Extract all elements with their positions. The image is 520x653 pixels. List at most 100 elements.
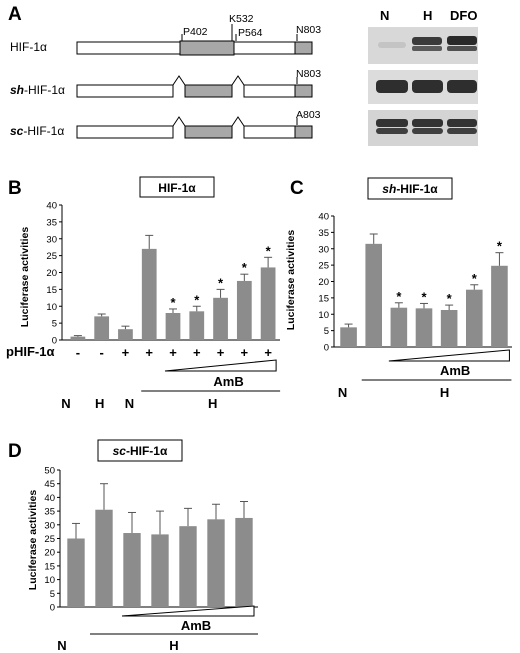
chart-b-bar xyxy=(189,311,205,340)
chart-d-y-tick-label: 15 xyxy=(44,561,55,572)
chart-b-y-tick-label: 10 xyxy=(46,302,57,313)
chart-c-bar xyxy=(340,327,357,347)
construct-name: -HIF-1α xyxy=(24,83,65,97)
chart-c-amb-wedge xyxy=(388,349,510,362)
deletion-junction xyxy=(231,116,245,127)
chart-d-y-tick-label: 40 xyxy=(44,493,55,504)
chart-b-annotations: - - + + + + + + + AmB N H N H xyxy=(61,345,281,411)
chart-c-wedge-label: AmB xyxy=(440,363,470,378)
chart-c-significance-star: * xyxy=(421,289,427,304)
chart-b-significance-star: * xyxy=(218,275,224,290)
chart-d-title-box xyxy=(97,439,183,462)
chart-b-bar xyxy=(236,280,252,340)
chart-c-title: sh-HIF-1α xyxy=(382,182,438,196)
chart-d-wedge-label: AmB xyxy=(181,618,211,633)
site-label-p564: P564 xyxy=(238,27,263,39)
chart-d-y-tick-label: 20 xyxy=(44,548,55,559)
chart-c-title-prefix: sh xyxy=(382,182,396,196)
chart-c-annotations: AmB N H xyxy=(338,349,512,400)
construct-name: HIF-1α xyxy=(10,40,47,54)
construct-label-sh: sh-HIF-1α xyxy=(10,83,65,97)
chart-d-title-main: -HIF-1α xyxy=(126,444,168,458)
chart-d-y-tick-label: 50 xyxy=(44,466,55,477)
chart-b-significance-star: * xyxy=(266,243,272,258)
ctad-domain xyxy=(294,41,313,55)
chart-b-condition-label: N xyxy=(61,396,70,411)
chart-c-condition-label: N xyxy=(338,385,347,400)
chart-c-bar xyxy=(440,309,458,347)
panel-letter-d: D xyxy=(8,441,22,462)
chart-b-bar xyxy=(213,297,228,340)
chart-b-y-tick-label: 25 xyxy=(46,251,57,262)
chart-d-y-tick-label: 30 xyxy=(44,520,55,531)
deletion-junction xyxy=(172,116,186,127)
chart-d-bar xyxy=(235,517,253,607)
chart-b-y-tick-label: 40 xyxy=(46,201,57,212)
chart-b-y-tick-label: 35 xyxy=(46,217,57,228)
chart-d-title: sc-HIF-1α xyxy=(113,444,168,458)
chart-c-y-tick-label: 25 xyxy=(318,261,329,272)
chart-d-bar xyxy=(151,534,169,607)
chart-b-row-mark: + xyxy=(193,345,201,360)
chart-d-annotations: AmB N H xyxy=(57,605,258,653)
panel-letter-c: C xyxy=(290,178,304,199)
chart-c-y-tick-label: 10 xyxy=(318,310,329,321)
chart-c-y-tick-label: 40 xyxy=(318,212,329,223)
chart-b-condition-label: H xyxy=(95,396,104,411)
site-label-p402: P402 xyxy=(183,26,208,38)
end-label-n803: N803 xyxy=(296,24,321,36)
chart-b-bar xyxy=(260,267,276,340)
chart-c-significance-star: * xyxy=(396,289,402,304)
odd-domain xyxy=(184,84,233,98)
chart-d-bar xyxy=(179,526,197,607)
chart-b-significance-star: * xyxy=(170,295,176,310)
deletion-junction xyxy=(231,75,245,86)
chart-d-condition-label: H xyxy=(169,638,178,653)
construct-prefix: sc xyxy=(10,124,24,138)
chart-b-bar xyxy=(141,248,157,340)
chart-c-significance-star: * xyxy=(447,291,453,306)
construct-segment xyxy=(76,125,174,139)
site-label-k532: K532 xyxy=(229,13,254,25)
chart-c-y-tick-label: 20 xyxy=(318,277,329,288)
chart-b-condition-label: H xyxy=(208,396,217,411)
chart-b-row-mark: - xyxy=(99,345,103,360)
chart-d-bar xyxy=(95,509,113,607)
chart-d: 0 5 10 15 20 25 30 35 40 45 50 xyxy=(44,466,258,614)
blot-strip-1 xyxy=(368,27,478,64)
chart-b-row-mark: + xyxy=(122,345,130,360)
chart-c-bar xyxy=(465,289,483,347)
chart-b-bar xyxy=(94,316,110,340)
chart-d-ylabel: Luciferase activities xyxy=(27,490,39,591)
construct-segment xyxy=(243,125,296,139)
chart-b-y-tick-label: 15 xyxy=(46,285,57,296)
chart-d-bar xyxy=(207,519,225,607)
construct-segment xyxy=(76,84,174,98)
chart-b-y-tick-label: 5 xyxy=(52,319,57,330)
chart-b-row-mark: + xyxy=(264,345,272,360)
chart-c-condition-label: H xyxy=(440,385,449,400)
panel-letter-a: A xyxy=(8,4,22,25)
chart-c-bar xyxy=(491,265,508,347)
chart-d-y-tick-label: 0 xyxy=(50,603,55,614)
chart-b-y-tick-label: 20 xyxy=(46,268,57,279)
chart-c-bar xyxy=(365,243,383,347)
chart-b-wedge-label: AmB xyxy=(213,374,243,389)
blot-strip-2 xyxy=(368,70,478,104)
chart-c-title-main: -HIF-1α xyxy=(396,182,438,196)
chart-b-ylabel: Luciferase activities xyxy=(19,227,31,328)
chart-b-amb-wedge xyxy=(164,359,277,372)
construct-name: -HIF-1α xyxy=(23,124,64,138)
chart-b-row-mark: + xyxy=(169,345,177,360)
chart-b-row-label: pHIF-1α xyxy=(6,344,54,359)
ctad-domain xyxy=(294,84,313,98)
chart-d-condition-label: N xyxy=(57,638,66,653)
chart-d-title-prefix: sc xyxy=(113,444,127,458)
chart-b-bar xyxy=(165,313,181,340)
chart-d-bar xyxy=(123,533,141,607)
chart-b-y-tick-label: 30 xyxy=(46,234,57,245)
chart-b-row-mark: - xyxy=(76,345,80,360)
blot-lane-h: H xyxy=(423,8,432,23)
blot-lane-n: N xyxy=(380,8,389,23)
